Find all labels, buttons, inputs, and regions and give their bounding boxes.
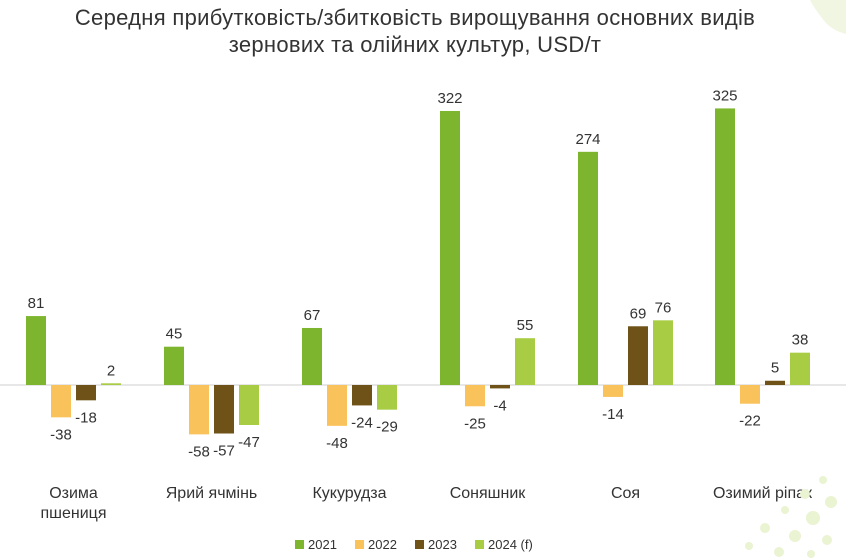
chart-title-line-2: зернових та олійних культур, USD/т [228, 32, 602, 57]
data-label-2022-1: -58 [188, 443, 210, 460]
bar-2022-4 [603, 385, 623, 397]
data-label-2022-4: -14 [602, 406, 624, 423]
legend-swatch-2023 [415, 540, 424, 549]
bar-2022-5 [740, 385, 760, 404]
legend-swatch-2024-f [475, 540, 484, 549]
category-label-4: Соя [611, 485, 640, 502]
bar-2024-f-2 [377, 385, 397, 410]
bar-2024-f-3 [515, 338, 535, 385]
data-label-2023-2: -24 [351, 414, 373, 431]
data-label-2022-5: -22 [739, 413, 761, 430]
decorative-corner-shape [810, 0, 846, 34]
legend-label-2021: 2021 [308, 537, 337, 552]
data-label-2023-1: -57 [213, 443, 235, 460]
data-label-2021-3: 322 [437, 90, 462, 107]
bar-2024-f-1 [239, 385, 259, 425]
bar-2024-f-4 [653, 320, 673, 385]
data-label-2024-f-4: 76 [655, 299, 672, 316]
category-label-1: Ярий ячмінь [166, 485, 258, 502]
bar-2021-4 [578, 151, 598, 385]
bar-2023-1 [214, 385, 234, 434]
decorative-dots [745, 476, 837, 558]
bar-2021-0 [26, 316, 46, 385]
legend-swatch-2021 [295, 540, 304, 549]
data-label-2023-5: 5 [771, 360, 779, 377]
chart-title: Середня прибутковість/збитковість вирощу… [0, 4, 830, 58]
category-label-2: Кукурудза [312, 485, 386, 502]
bar-2023-3 [490, 385, 510, 389]
category-label-5: Озимий ріпак [713, 485, 813, 502]
bar-2023-4 [628, 326, 648, 385]
data-label-2023-4: 69 [630, 305, 647, 322]
legend-label-2023: 2023 [428, 537, 457, 552]
data-label-2024-f-0: 2 [107, 362, 115, 379]
data-label-2024-f-1: -47 [238, 434, 260, 451]
data-label-2023-3: -4 [493, 397, 506, 414]
data-label-2023-0: -18 [75, 409, 97, 426]
bar-2022-3 [465, 385, 485, 407]
category-label-3: Соняшник [450, 485, 527, 502]
bar-2023-5 [765, 380, 785, 385]
data-label-2024-f-2: -29 [376, 419, 398, 436]
bar-2022-0 [51, 385, 71, 418]
data-label-2022-0: -38 [50, 426, 72, 443]
legend-swatch-2022 [355, 540, 364, 549]
bar-2024-f-5 [790, 352, 810, 385]
data-label-2021-5: 325 [712, 87, 737, 104]
bar-2024-f-0 [101, 383, 121, 385]
data-label-2022-3: -25 [464, 415, 486, 432]
data-label-2021-0: 81 [28, 295, 45, 312]
data-label-2021-2: 67 [304, 307, 321, 324]
bar-2023-0 [76, 385, 96, 401]
category-label-0-line-1: пшениця [41, 505, 107, 522]
chart-title-line-1: Середня прибутковість/збитковість вирощу… [74, 5, 756, 30]
data-label-2022-2: -48 [326, 435, 348, 452]
bar-2021-3 [440, 110, 460, 385]
bar-2023-2 [352, 385, 372, 406]
bar-2022-2 [327, 385, 347, 426]
legend-label-2024-f: 2024 (f) [488, 537, 533, 552]
data-label-2024-f-3: 55 [517, 317, 534, 334]
category-label-0-line-0: Озима [49, 485, 98, 502]
bar-2022-1 [189, 385, 209, 435]
legend-label-2022: 2022 [368, 537, 397, 552]
data-label-2021-1: 45 [166, 326, 183, 343]
data-label-2024-f-5: 38 [792, 332, 809, 349]
bar-2021-2 [302, 327, 322, 385]
bar-2021-5 [715, 108, 735, 386]
bar-2021-1 [164, 346, 184, 385]
data-label-2021-4: 274 [575, 131, 600, 148]
